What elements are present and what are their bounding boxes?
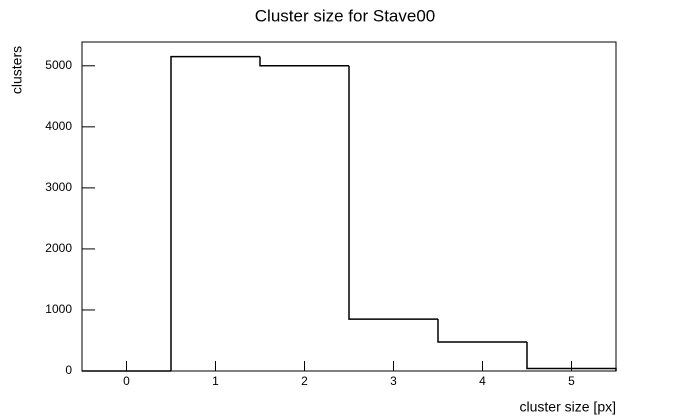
- x-tick-label: 0: [123, 374, 130, 388]
- y-tick-label: 3000: [45, 180, 72, 194]
- y-tick-label: 2000: [45, 241, 72, 255]
- x-tick-label: 2: [301, 374, 308, 388]
- y-axis-title: clusters: [9, 46, 25, 94]
- y-tick-label: 5000: [45, 58, 72, 72]
- histogram-bin: [437, 319, 527, 343]
- histogram-bin: [348, 65, 438, 320]
- histogram-bin: [526, 342, 617, 371]
- x-tick-label: 1: [212, 374, 219, 388]
- x-tick-label: 4: [479, 374, 486, 388]
- y-tick-label: 4000: [45, 119, 72, 133]
- y-tick-label: 1000: [45, 302, 72, 316]
- histogram-bin: [170, 55, 260, 371]
- x-tick-label: 5: [568, 374, 575, 388]
- x-axis-title: cluster size [px]: [520, 399, 616, 415]
- histogram-bin: [259, 56, 349, 67]
- x-tick-label: 3: [390, 374, 397, 388]
- plot-frame: [81, 41, 617, 372]
- y-tick-label: 0: [65, 363, 72, 377]
- chart-title: Cluster size for Stave00: [255, 6, 435, 25]
